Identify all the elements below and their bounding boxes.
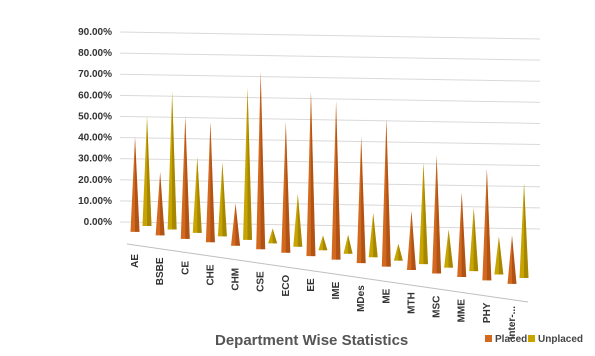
cone-placed-shade bbox=[411, 210, 416, 271]
cone-unplaced-shade bbox=[197, 156, 202, 233]
y-tick-label: 60.00% bbox=[78, 90, 112, 101]
gridline bbox=[119, 52, 541, 61]
cone-placed bbox=[306, 91, 316, 257]
x-tick-label: CSE bbox=[256, 271, 267, 292]
cone-unplaced-shade bbox=[322, 235, 328, 251]
legend-label-unplaced: Unplaced bbox=[538, 334, 583, 345]
x-tick-label: MME bbox=[457, 299, 468, 323]
x-tick-label: MTH bbox=[406, 292, 417, 314]
x-tick-label: PHY bbox=[482, 302, 493, 323]
gridline bbox=[119, 31, 541, 40]
cone-unplaced-shade bbox=[348, 234, 353, 254]
cone-placed bbox=[356, 136, 366, 264]
x-tick-label: CHM bbox=[231, 268, 242, 291]
y-tick-label: 0.00% bbox=[84, 217, 112, 228]
gridline bbox=[119, 221, 541, 230]
cone-placed-shade bbox=[310, 91, 316, 257]
gridline bbox=[119, 115, 541, 124]
gridline bbox=[119, 73, 541, 82]
x-tick-label: CHE bbox=[205, 264, 216, 285]
cone-placed bbox=[432, 155, 442, 274]
x-axis-ticks: AE BSBE CE CHE CHM CSE ECO EE IME MDes ME MTH MSC MME… bbox=[130, 254, 518, 340]
legend-label-placed: Placed bbox=[495, 334, 527, 345]
cone-placed bbox=[381, 118, 391, 267]
y-tick-label: 10.00% bbox=[78, 196, 112, 207]
x-tick-label: IME bbox=[331, 281, 342, 299]
cone-unplaced-shade bbox=[272, 228, 278, 244]
x-tick-label: Inter-... bbox=[507, 306, 518, 340]
floor bbox=[126, 243, 529, 303]
y-tick-label: 40.00% bbox=[78, 133, 112, 144]
cone-placed bbox=[231, 203, 241, 246]
cone-placed-shade bbox=[185, 116, 190, 239]
cone-unplaced-shade bbox=[247, 87, 253, 240]
cone-unplaced-shade bbox=[498, 236, 504, 275]
x-tick-label: EE bbox=[306, 278, 317, 292]
cone-placed-shade bbox=[260, 71, 266, 250]
cone-unplaced-shade bbox=[172, 92, 177, 230]
gridlines bbox=[119, 31, 541, 230]
cone-placed-shade bbox=[210, 121, 215, 243]
x-tick-label: CE bbox=[180, 261, 191, 275]
cone-placed-shade bbox=[160, 172, 165, 236]
cone-placed bbox=[457, 192, 467, 277]
legend: Placed Unplaced bbox=[485, 334, 583, 345]
cone-placed bbox=[130, 136, 140, 232]
y-tick-label: 90.00% bbox=[78, 27, 112, 38]
cone-unplaced-shade bbox=[297, 194, 303, 247]
gridline bbox=[119, 200, 541, 209]
x-tick-label: BSBE bbox=[155, 257, 166, 285]
cone-placed-shade bbox=[235, 203, 241, 246]
cone-placed bbox=[406, 210, 416, 271]
y-tick-label: 20.00% bbox=[78, 175, 112, 186]
plot-area bbox=[130, 71, 529, 284]
cone-placed bbox=[482, 168, 492, 281]
cone-placed-shade bbox=[512, 235, 517, 284]
y-tick-label: 50.00% bbox=[78, 111, 112, 122]
y-tick-label: 70.00% bbox=[78, 69, 112, 80]
cone-unplaced-shade bbox=[222, 162, 227, 237]
cone-unplaced-shade bbox=[147, 116, 152, 226]
y-tick-label: 80.00% bbox=[78, 48, 112, 59]
x-tick-label: MDes bbox=[356, 285, 367, 312]
gridline bbox=[119, 179, 541, 188]
cone-placed-shade bbox=[386, 118, 391, 267]
gridline bbox=[119, 137, 541, 146]
cone-unplaced-shade bbox=[524, 183, 529, 278]
cone-placed-shade bbox=[135, 136, 140, 232]
cone-unplaced-shade bbox=[473, 207, 479, 272]
cone-placed bbox=[281, 121, 291, 253]
x-tick-label: ECO bbox=[281, 275, 292, 297]
cone-placed bbox=[180, 116, 190, 239]
y-tick-label: 30.00% bbox=[78, 154, 112, 165]
cone-unplaced-shade bbox=[423, 162, 428, 265]
cone-placed bbox=[331, 101, 341, 260]
x-tick-label: AE bbox=[130, 254, 141, 268]
cone-placed-shade bbox=[436, 155, 442, 274]
cone-placed bbox=[205, 121, 215, 243]
legend-swatch-placed bbox=[485, 335, 492, 342]
cone-placed-shade bbox=[285, 121, 291, 253]
chart-title: Department Wise Statistics bbox=[215, 332, 408, 349]
cone-placed-shade bbox=[461, 192, 467, 277]
cone-placed-shade bbox=[361, 136, 366, 264]
cone-placed bbox=[507, 235, 517, 284]
y-axis-ticks: 0.00% 10.00% 20.00% 30.00% 40.00% 50.00% 60.00… bbox=[78, 27, 112, 228]
cone-unplaced-shade bbox=[448, 229, 454, 268]
cone-unplaced-shade bbox=[373, 212, 378, 258]
x-tick-label: ME bbox=[381, 288, 392, 303]
floor-edge bbox=[126, 243, 529, 303]
cone-placed-shade bbox=[336, 101, 341, 260]
x-tick-label: MSC bbox=[432, 296, 443, 318]
cone-placed bbox=[256, 71, 266, 250]
cone-placed-shade bbox=[486, 168, 492, 281]
gridline bbox=[119, 94, 541, 103]
cone-placed bbox=[155, 172, 165, 236]
gridline bbox=[119, 158, 541, 167]
cone-unplaced-shade bbox=[398, 243, 403, 261]
legend-swatch-unplaced bbox=[528, 335, 535, 342]
